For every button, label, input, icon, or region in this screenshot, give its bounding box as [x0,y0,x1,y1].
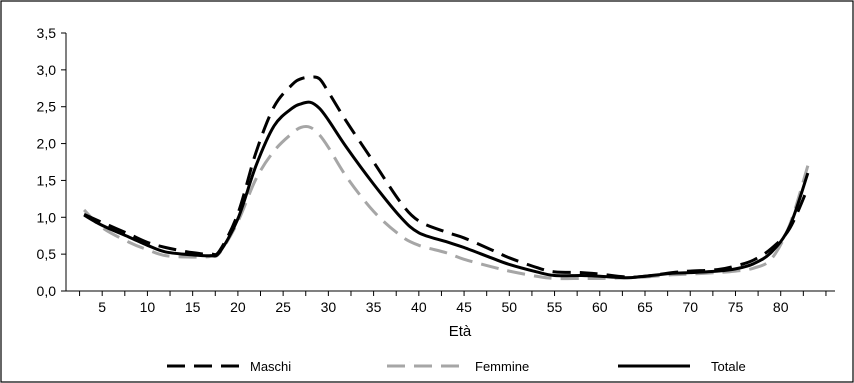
legend-item-femmine: Femmine [387,359,529,374]
x-tick-label: 25 [275,299,291,315]
x-tick-label: 80 [773,299,789,315]
x-axis-title: Età [449,323,472,340]
x-tick-label: 5 [98,299,106,315]
legend-label-femmine: Femmine [475,359,529,374]
legend-label-totale: Totale [711,359,746,374]
x-tick-label: 65 [637,299,653,315]
x-tick-label: 50 [502,299,518,315]
legend-item-maschi: Maschi [167,359,291,374]
legend-label-maschi: Maschi [250,359,291,374]
y-tick-label: 1,0 [37,209,57,225]
x-tick-label: 15 [185,299,201,315]
axes: 0,0 0,5 1,0 1,5 2,0 2,5 3,0 3,5 5 10 15 20 25 30 35 40 4… [37,25,835,315]
y-tick-label: 1,5 [37,172,57,188]
legend-item-totale: Totale [618,359,746,374]
y-tick-label: 2,0 [37,136,57,152]
x-tick-label: 30 [321,299,337,315]
x-tick-label: 45 [456,299,472,315]
y-tick-label: 2,5 [37,99,57,115]
x-tick-label: 60 [592,299,608,315]
x-tick-label: 55 [547,299,563,315]
x-tick-label: 75 [728,299,744,315]
y-tick-label: 3,5 [37,25,57,41]
series-line-totale [83,100,810,280]
y-tick-label: 0,0 [37,283,57,299]
legend: Maschi Femmine Totale [167,359,746,374]
x-tick-label: 35 [366,299,382,315]
y-tick-label: 3,0 [37,62,57,78]
x-tick-label: 20 [230,299,246,315]
x-tick-label: 70 [682,299,698,315]
x-tick-label: 10 [140,299,156,315]
series-lines [83,75,810,281]
y-tick-label: 0,5 [37,246,57,262]
x-tick-label: 40 [411,299,427,315]
